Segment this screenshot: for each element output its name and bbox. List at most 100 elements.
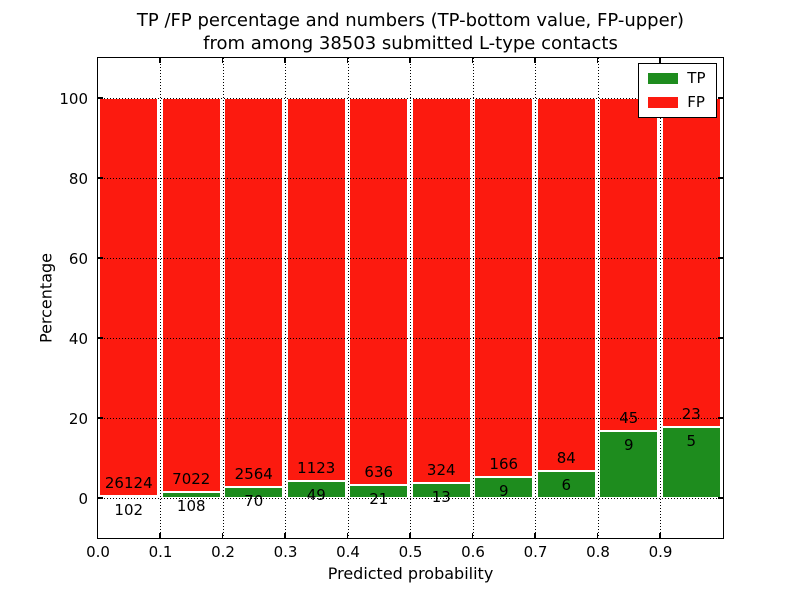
x-tick-label: 0.0 (86, 543, 110, 561)
legend-label: TP (687, 69, 706, 87)
x-tick-bottom (159, 533, 161, 538)
bar-segment-fp (411, 98, 471, 483)
y-tick-label: 40 (68, 329, 88, 348)
x-tick-bottom (409, 533, 411, 538)
tp-count-label: 6 (561, 476, 572, 495)
legend: TP FP (638, 63, 717, 118)
y-tick-right (717, 497, 723, 499)
fp-count-label: 1123 (297, 459, 336, 478)
tp-count-label: 9 (623, 436, 634, 455)
bar-segment-tp (224, 487, 284, 498)
y-tick-label: 20 (68, 409, 88, 428)
x-tick-top (471, 58, 474, 63)
bar-segment-tp (599, 431, 659, 498)
fp-count-label: 2564 (234, 465, 273, 484)
x-tick-bottom (284, 533, 286, 538)
fp-count-label: 324 (426, 460, 456, 479)
fp-count-label: 636 (364, 463, 394, 482)
fp-count-label: 45 (619, 409, 639, 428)
plot-area: TP FP 26124 102 7022 108 2564 70 1123 49 636 21 324… (96, 57, 724, 539)
x-tick-label: 0.8 (586, 543, 610, 561)
x-tick-top (346, 58, 349, 63)
v-gridline (597, 58, 599, 538)
x-tick-bottom (96, 533, 99, 538)
fp-count-label: 166 (489, 455, 519, 474)
x-tick-top (409, 58, 411, 63)
fp-count-label: 84 (556, 449, 576, 468)
x-tick-label: 0.5 (398, 543, 423, 561)
bar-segment-fp (536, 98, 596, 472)
y-tick-right (717, 97, 723, 99)
tp-count-label: 9 (498, 482, 509, 501)
y-tick-label: 80 (68, 169, 88, 188)
v-gridline (410, 58, 411, 538)
tp-count-label: 13 (431, 487, 451, 506)
fp-count-label: 26124 (104, 474, 153, 493)
chart-title-line2: from among 38503 submitted L-type contac… (203, 33, 618, 54)
v-gridline (472, 58, 474, 538)
x-tick-label: 0.4 (336, 543, 360, 561)
x-tick-top (96, 58, 99, 63)
bar-segment-fp (599, 98, 659, 432)
tp-count-label: 108 (176, 496, 206, 515)
v-gridline (285, 58, 286, 538)
v-gridline (160, 58, 161, 538)
x-tick-top (596, 58, 599, 63)
legend-entry: TP (648, 69, 706, 87)
x-tick-label: 0.2 (211, 543, 235, 561)
bar-segment-tp (286, 481, 346, 498)
x-tick-label: 0.7 (523, 543, 548, 561)
v-gridline (347, 58, 349, 538)
x-tick-bottom (221, 533, 224, 538)
tp-count-label: 21 (369, 490, 389, 509)
y-tick-right (717, 337, 723, 339)
x-tick-bottom (346, 533, 349, 538)
tp-legend-swatch (648, 73, 679, 84)
x-tick-top (221, 58, 224, 63)
tp-count-label: 49 (306, 486, 326, 505)
bar-segment-fp (349, 98, 409, 486)
bar-segment-fp (161, 98, 221, 492)
x-tick-top (159, 58, 161, 63)
y-tick-label: 60 (68, 249, 88, 268)
x-axis-label: Predicted probability (327, 564, 494, 583)
bar-segment-fp (661, 98, 721, 427)
bar-segment-tp (161, 491, 221, 498)
y-tick-label: 100 (59, 89, 88, 108)
bar-segment-tp (349, 485, 409, 498)
y-tick-right (717, 257, 723, 259)
bar-segment-tp (411, 482, 471, 498)
y-tick-right (717, 177, 723, 179)
bar-segment-fp (224, 98, 284, 488)
fp-count-label: 7022 (172, 469, 211, 488)
y-tick-left (97, 97, 103, 99)
bar-segment-fp (99, 98, 159, 497)
x-tick-label: 0.9 (648, 543, 673, 561)
bar-segment-tp (474, 477, 534, 498)
y-tick-left (97, 337, 103, 339)
x-tick-label: 0.6 (461, 543, 485, 561)
y-tick-left (97, 417, 103, 419)
fp-count-label: 23 (681, 404, 701, 423)
y-tick-label: 0 (78, 489, 88, 508)
y-tick-left (97, 177, 103, 179)
tp-count-label: 102 (114, 501, 144, 520)
tp-count-label: 70 (244, 492, 264, 511)
x-tick-bottom (471, 533, 474, 538)
x-tick-label: 0.3 (273, 543, 298, 561)
x-tick-top (284, 58, 286, 63)
legend-entry: FP (648, 95, 705, 110)
v-gridline (222, 58, 224, 538)
y-tick-left (97, 497, 103, 499)
x-tick-label: 0.1 (148, 543, 173, 561)
v-gridline (660, 58, 661, 538)
x-tick-bottom (659, 533, 661, 538)
chart-title-line1: TP /FP percentage and numbers (TP-bottom… (136, 10, 685, 31)
bar-segment-tp (661, 426, 721, 498)
bar-segment-fp (474, 98, 534, 478)
fp-legend-swatch (648, 97, 679, 108)
x-tick-bottom (596, 533, 599, 538)
bar-segment-tp (536, 471, 596, 498)
y-tick-left (97, 257, 103, 259)
